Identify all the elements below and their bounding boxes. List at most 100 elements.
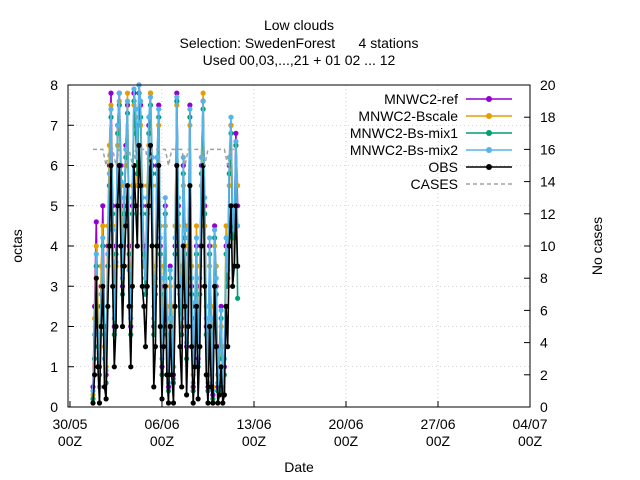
y2-tick-label: 2 — [540, 367, 548, 383]
series-point-4 — [165, 400, 172, 406]
series-point-2 — [235, 295, 241, 301]
y2-tick-label: 6 — [540, 302, 548, 318]
series-point-4 — [128, 364, 134, 370]
series-point-4 — [177, 344, 183, 350]
series-point-4 — [138, 183, 144, 189]
legend-label-2: MNWC2-Bs-mix1 — [350, 125, 458, 141]
series-point-4 — [124, 183, 131, 189]
y2-tick-label: 4 — [540, 335, 548, 351]
series-point-4 — [106, 243, 112, 249]
series-point-0 — [187, 102, 193, 108]
chart-title-line-3: Used 00,03,...,21 + 01 02 ... 12 — [203, 52, 396, 68]
legend-marker-1 — [486, 113, 492, 119]
series-point-4 — [215, 400, 221, 406]
x-tick-label: 27/06 — [420, 416, 455, 432]
series-point-4 — [228, 203, 234, 209]
series-point-4 — [108, 162, 114, 169]
y-tick-label: 0 — [50, 399, 58, 415]
series-point-4 — [207, 323, 213, 330]
series-point-4 — [174, 162, 180, 169]
series-line-5 — [93, 148, 235, 166]
series-point-3 — [113, 259, 119, 265]
series-point-4 — [159, 396, 165, 402]
series-point-3 — [218, 307, 224, 313]
series-point-0 — [108, 90, 114, 96]
series-point-4 — [216, 392, 223, 398]
series-point-4 — [110, 283, 116, 289]
y2-tick-label: 16 — [540, 141, 556, 157]
series-point-4 — [220, 400, 226, 406]
series-point-3 — [208, 315, 214, 321]
series-point-3 — [192, 299, 198, 305]
y2-axis-label: No cases — [589, 217, 605, 275]
series-point-4 — [235, 263, 241, 269]
x-tick-label: 00Z — [426, 433, 451, 449]
series-point-3 — [172, 235, 178, 241]
ticks: 0123456780246810121416182030/0500Z06/060… — [50, 77, 556, 449]
y-tick-label: 4 — [50, 238, 58, 254]
series-point-0 — [233, 130, 239, 136]
series-point-4 — [121, 263, 127, 269]
series-point-4 — [101, 384, 108, 390]
series-point-4 — [96, 400, 103, 406]
series-point-4 — [213, 344, 219, 350]
series-point-3 — [169, 315, 175, 321]
series-point-4 — [230, 283, 236, 289]
y2-tick-label: 14 — [540, 174, 556, 190]
series-point-3 — [116, 90, 122, 96]
series-point-3 — [93, 251, 99, 257]
y-axis-label: octas — [9, 229, 25, 262]
series-point-4 — [192, 364, 198, 370]
series-point-4 — [98, 323, 104, 330]
series-point-4 — [113, 323, 119, 330]
series-point-3 — [115, 122, 121, 128]
series-point-3 — [174, 94, 180, 100]
series-layer — [90, 82, 241, 406]
y-tick-label: 5 — [50, 198, 58, 214]
series-point-4 — [212, 283, 218, 289]
series-point-4 — [134, 243, 140, 249]
series-point-3 — [216, 348, 223, 354]
x-tick-label: 00Z — [150, 433, 175, 449]
series-point-4 — [195, 396, 201, 402]
series-point-4 — [170, 400, 177, 406]
series-point-4 — [105, 303, 111, 309]
series-point-4 — [147, 142, 154, 148]
x-tick-label: 00Z — [58, 433, 83, 449]
series-point-4 — [164, 372, 170, 378]
series-point-3 — [182, 227, 188, 233]
series-point-4 — [92, 372, 98, 378]
series-point-4 — [157, 323, 163, 330]
series-point-3 — [161, 275, 167, 281]
series-point-1 — [93, 243, 99, 249]
y-tick-label: 6 — [50, 158, 58, 174]
series-point-0 — [156, 102, 162, 108]
series-point-4 — [161, 344, 167, 350]
series-point-4 — [193, 303, 200, 309]
series-point-4 — [162, 283, 168, 289]
series-point-4 — [100, 283, 106, 289]
x-axis-label: Date — [284, 459, 314, 475]
y-tick-label: 1 — [50, 359, 58, 375]
series-point-3 — [212, 227, 218, 233]
series-point-4 — [129, 283, 135, 289]
series-point-4 — [149, 243, 155, 249]
x-tick-label: 00Z — [334, 433, 359, 449]
series-point-0 — [174, 90, 180, 96]
x-tick-label: 04/07 — [512, 416, 547, 432]
series-point-4 — [223, 303, 229, 309]
series-point-4 — [208, 384, 214, 390]
legend-label-0: MNWC2-ref — [384, 91, 458, 107]
series-point-4 — [182, 303, 188, 309]
series-point-0 — [93, 219, 99, 225]
legend-label-1: MNWC2-Bscale — [358, 108, 458, 124]
series-point-0 — [167, 263, 173, 269]
legend-marker-4 — [486, 164, 492, 170]
y2-tick-label: 0 — [540, 399, 548, 415]
series-point-4 — [210, 400, 216, 406]
series-point-3 — [100, 235, 106, 241]
series-point-1 — [193, 223, 200, 229]
y-tick-label: 8 — [50, 77, 58, 93]
x-tick-label: 20/06 — [328, 416, 363, 432]
series-point-1 — [124, 90, 131, 96]
